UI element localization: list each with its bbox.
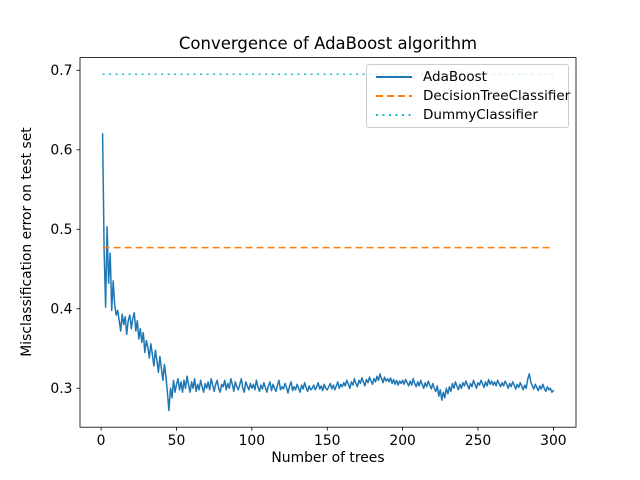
adaboost-line-swatch <box>376 76 412 78</box>
y-tick-label: 0.3 <box>50 381 72 397</box>
plot-frame <box>79 57 577 428</box>
x-axis-label: Number of trees <box>271 450 385 466</box>
chart-title: Convergence of AdaBoost algorithm <box>178 34 478 53</box>
legend-label-decisiontreeclassifier: DecisionTreeClassifier <box>423 88 571 104</box>
x-tick-label: 50 <box>168 433 186 449</box>
x-tick-label: 100 <box>239 433 266 449</box>
x-tick-label: 300 <box>540 433 567 449</box>
y-tick-label: 0.7 <box>50 63 72 79</box>
dummy-line-swatch <box>376 114 412 116</box>
x-tick-label: 0 <box>97 433 106 449</box>
x-tick-label: 250 <box>465 433 492 449</box>
legend-label-adaboost: AdaBoost <box>423 69 487 85</box>
legend-item-decisiontreeclassifier: DecisionTreeClassifier <box>375 87 570 105</box>
y-tick-label: 0.5 <box>50 222 72 238</box>
decisiontree-line-swatch <box>376 95 412 97</box>
legend-label-dummyclassifier: DummyClassifier <box>423 107 538 123</box>
adaboost-line <box>101 133 555 412</box>
legend-item-adaboost: AdaBoost <box>375 68 560 86</box>
x-tick-label: 150 <box>314 433 341 449</box>
y-axis-label: Misclassification error on test set <box>19 127 35 357</box>
y-tick-label: 0.6 <box>50 143 72 159</box>
x-tick-label: 200 <box>389 433 416 449</box>
legend: AdaBoost DecisionTreeClassifier DummyCla… <box>366 64 570 128</box>
y-tick-label: 0.4 <box>50 302 72 318</box>
legend-item-dummyclassifier: DummyClassifier <box>375 106 560 124</box>
